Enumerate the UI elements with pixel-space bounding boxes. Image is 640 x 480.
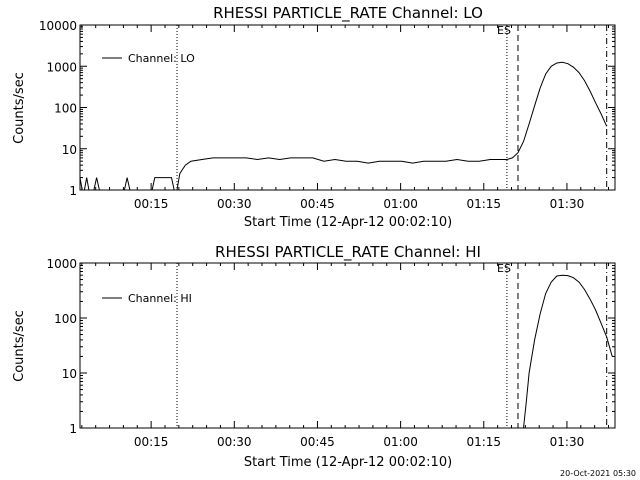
panel-hi: RHESSI PARTICLE_RATE Channel: HI 1101001… <box>12 243 616 470</box>
series-hi <box>523 274 613 429</box>
y-label-hi: Counts/sec <box>12 310 27 382</box>
x-tick-label: 01:15 <box>466 197 501 211</box>
x-axis-hi: 00:15 00:30 00:45 01:00 01:15 01:30 <box>81 263 610 449</box>
es-label-lo: ES <box>497 24 511 37</box>
event-lines-lo <box>176 25 608 190</box>
series-line-lo <box>79 61 608 191</box>
x-tick-label: 00:45 <box>300 435 335 449</box>
footer-timestamp: 20-Oct-2021 05:30 <box>560 469 636 478</box>
y-tick-label: 10000 <box>39 19 77 33</box>
y-tick-label: 100 <box>54 102 77 116</box>
y-tick-label: 10 <box>62 143 77 157</box>
panel-lo: RHESSI PARTICLE_RATE Channel: LO 1101001… <box>12 4 616 230</box>
y-axis-lo: 1 10 100 1000 10000 <box>39 19 615 198</box>
x-axis-lo: 00:15 00:30 00:45 01:00 01:15 01:30 <box>81 25 610 211</box>
plot-frame-lo <box>79 24 616 191</box>
y-tick-label: 1000 <box>46 257 77 271</box>
x-tick-label: 00:45 <box>300 197 335 211</box>
y-tick-label: 10 <box>62 367 77 381</box>
x-label-lo: Start Time (12-Apr-12 00:02:10) <box>244 215 452 230</box>
plot-frame-hi <box>79 262 616 429</box>
y-tick-label: 1 <box>69 422 77 436</box>
x-tick-label: 01:15 <box>466 435 501 449</box>
series-line-hi <box>523 274 613 429</box>
x-tick-label: 00:15 <box>134 435 169 449</box>
y-axis-hi: 1 10 100 1000 <box>46 257 615 436</box>
x-tick-label: 01:00 <box>383 197 418 211</box>
y-tick-label: 1000 <box>46 60 77 74</box>
title-hi: RHESSI PARTICLE_RATE Channel: HI <box>215 243 481 262</box>
x-tick-label: 00:30 <box>217 435 252 449</box>
es-label-hi: ES <box>497 262 511 275</box>
y-label-lo: Counts/sec <box>12 72 27 144</box>
y-tick-label: 100 <box>54 312 77 326</box>
x-tick-label: 00:15 <box>134 197 169 211</box>
event-lines-hi <box>176 263 608 428</box>
legend-label-lo: Channel: LO <box>128 52 195 65</box>
x-tick-label: 01:30 <box>550 197 585 211</box>
y-tick-label: 1 <box>69 184 77 198</box>
x-tick-label: 01:00 <box>383 435 418 449</box>
series-lo <box>79 61 608 191</box>
x-tick-label: 00:30 <box>217 197 252 211</box>
x-label-hi: Start Time (12-Apr-12 00:02:10) <box>244 455 452 470</box>
title-lo: RHESSI PARTICLE_RATE Channel: LO <box>213 4 483 23</box>
legend-label-hi: Channel: HI <box>128 292 192 305</box>
x-tick-label: 01:30 <box>550 435 585 449</box>
